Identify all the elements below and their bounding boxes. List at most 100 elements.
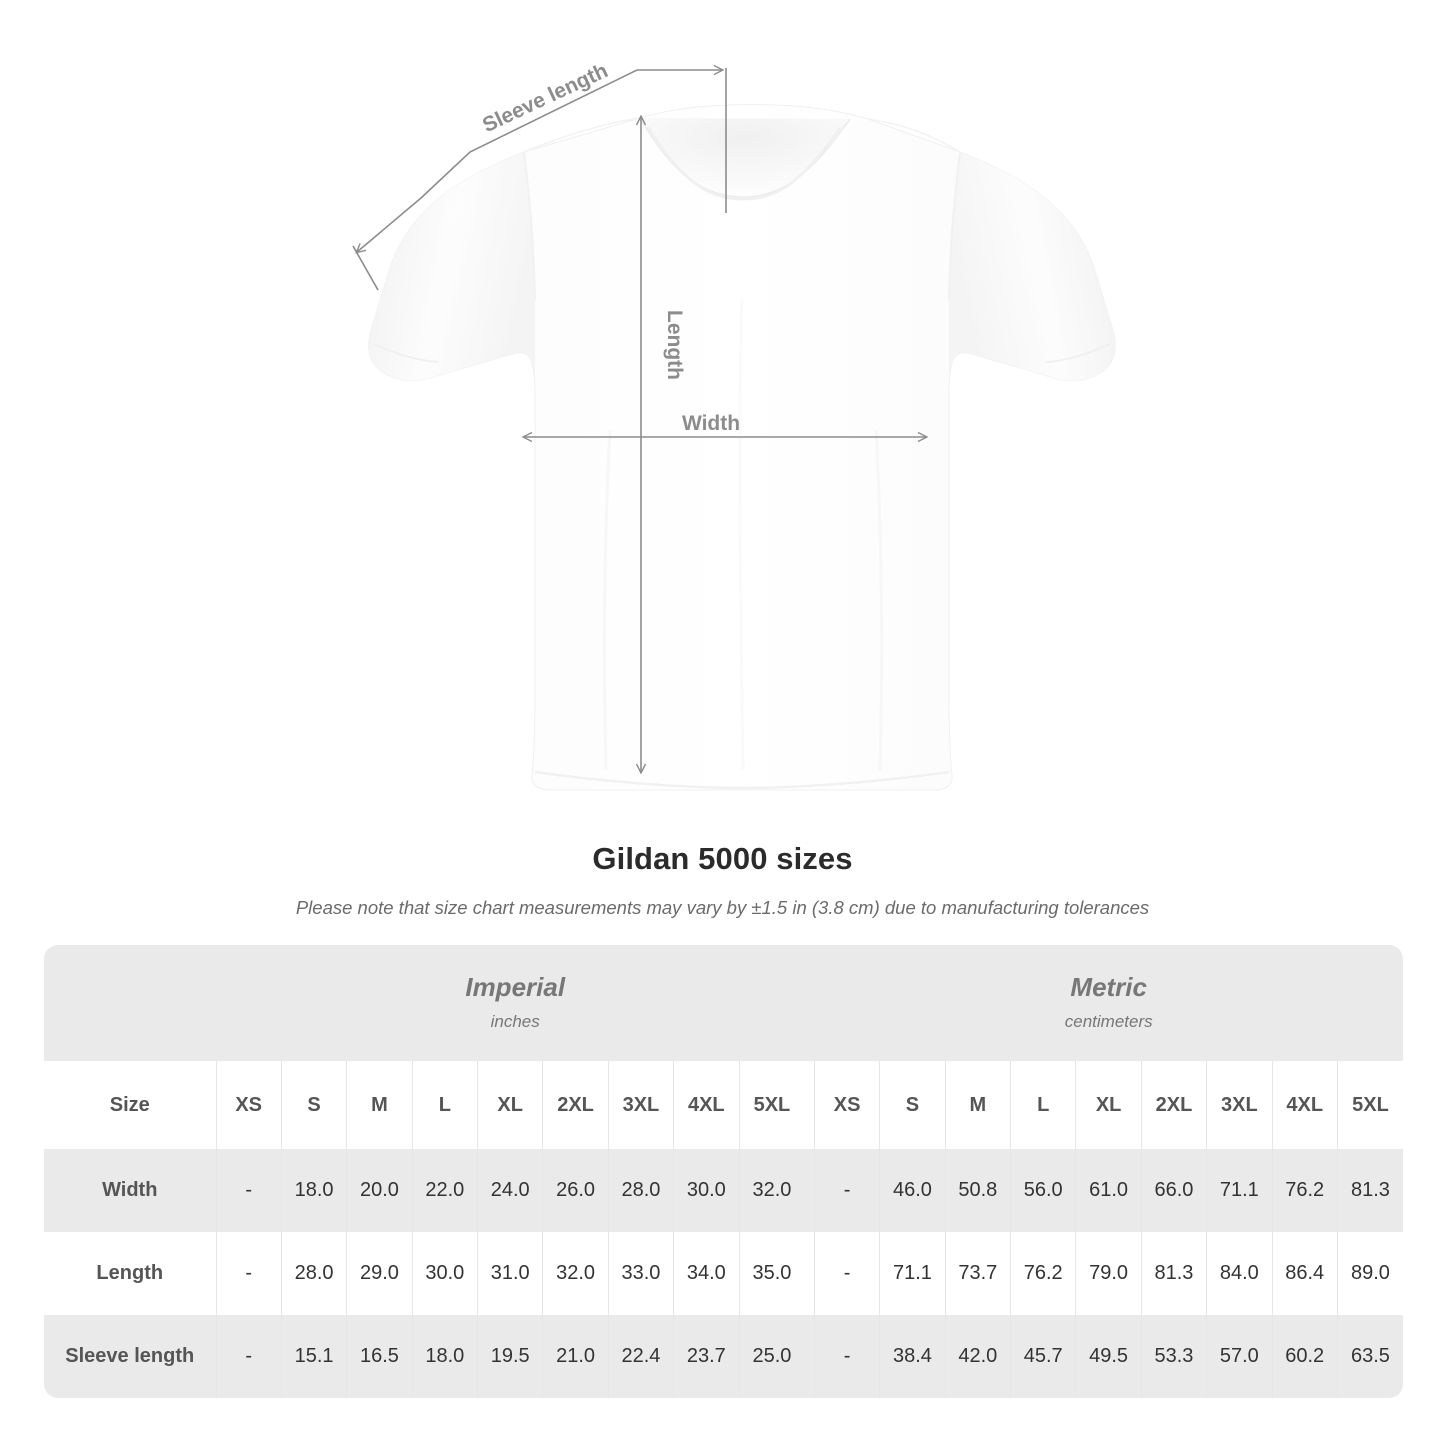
row-label-sleeve-length: Sleeve length <box>44 1315 216 1398</box>
size-header-metric-3xl: 3XL <box>1206 1061 1273 1149</box>
cell-imperial-m: 16.5 <box>346 1315 413 1398</box>
cell-imperial-3xl: 22.4 <box>607 1315 674 1398</box>
cell-metric-s: 71.1 <box>879 1232 946 1315</box>
cell-imperial-5xl: 32.0 <box>738 1149 805 1232</box>
cell-imperial-5xl: 35.0 <box>738 1232 805 1315</box>
tolerance-note: Please note that size chart measurements… <box>295 897 1150 918</box>
cell-imperial-3xl: 28.0 <box>607 1149 674 1232</box>
size-header-metric-2xl: 2XL <box>1140 1061 1207 1149</box>
width-label: Width <box>682 412 740 435</box>
cell-imperial-m: 20.0 <box>346 1149 413 1232</box>
table-row: Length -28.0 29.0 30.0 31.0 32.0 33.0 34.0 35.0-… <box>44 1232 1403 1315</box>
cell-imperial-l: 30.0 <box>411 1232 478 1315</box>
cell-imperial-4xl: 34.0 <box>673 1232 739 1315</box>
cell-imperial-2xl: 26.0 <box>542 1149 609 1232</box>
cell-metric-xl: 49.5 <box>1075 1315 1142 1398</box>
cell-metric-s: 38.4 <box>879 1315 946 1398</box>
size-header-imperial-5xl: 5XL <box>738 1061 805 1149</box>
size-header-metric-m: M <box>944 1061 1011 1149</box>
cell-metric-4xl: 86.4 <box>1271 1232 1338 1315</box>
cell-metric-5xl: 81.3 <box>1336 1149 1403 1232</box>
cell-imperial-xs: - <box>215 1232 282 1315</box>
cell-metric-xl: 61.0 <box>1075 1149 1142 1232</box>
unit-name: Imperial <box>465 972 566 1002</box>
section-divider <box>804 1061 815 1149</box>
section-divider <box>804 1315 815 1398</box>
shirt-silhouette <box>368 104 1116 791</box>
size-header-metric-4xl: 4XL <box>1271 1061 1338 1149</box>
chart-header: Gildan 5000 sizes Please note that size … <box>0 840 1445 920</box>
unit-subtitle: inches <box>490 1012 540 1031</box>
cell-metric-l: 56.0 <box>1010 1149 1076 1232</box>
cell-imperial-s: 18.0 <box>280 1149 347 1232</box>
size-header-metric-xs: XS <box>813 1061 880 1149</box>
unit-banner-blank <box>44 945 216 1061</box>
unit-banner-row: Imperial inches Metric centimeters <box>44 945 1403 1061</box>
cell-metric-5xl: 89.0 <box>1336 1232 1403 1315</box>
cell-metric-m: 50.8 <box>944 1149 1011 1232</box>
size-chart-table-container: Imperial inches Metric centimeters Size XS S M L… <box>44 945 1403 1398</box>
cell-imperial-xs: - <box>215 1315 282 1398</box>
unit-subtitle: centimeters <box>1064 1012 1153 1031</box>
cell-imperial-l: 22.0 <box>411 1149 478 1232</box>
unit-banner-metric: Metric centimeters <box>814 945 1403 1061</box>
size-header-metric-s: S <box>879 1061 946 1149</box>
sleeve-length-label: Sleeve length <box>479 59 611 137</box>
cell-imperial-s: 15.1 <box>280 1315 347 1398</box>
cell-metric-3xl: 57.0 <box>1206 1315 1273 1398</box>
cell-imperial-xl: 24.0 <box>476 1149 543 1232</box>
cell-metric-4xl: 76.2 <box>1271 1149 1338 1232</box>
cell-imperial-xl: 31.0 <box>476 1232 543 1315</box>
size-header-metric-5xl: 5XL <box>1336 1061 1403 1149</box>
size-header-imperial-xs: XS <box>215 1061 282 1149</box>
cell-imperial-4xl: 30.0 <box>673 1149 739 1232</box>
size-header-imperial-4xl: 4XL <box>673 1061 739 1149</box>
page-title: Gildan 5000 sizes <box>592 841 853 876</box>
cell-metric-s: 46.0 <box>879 1149 946 1232</box>
cell-metric-4xl: 60.2 <box>1271 1315 1338 1398</box>
cell-metric-l: 76.2 <box>1010 1232 1076 1315</box>
section-divider <box>804 1149 815 1232</box>
unit-name: Metric <box>1070 972 1147 1002</box>
size-header-imperial-xl: XL <box>476 1061 543 1149</box>
size-header-metric-l: L <box>1010 1061 1076 1149</box>
tshirt-illustration: Sleeve length Length Width <box>352 59 1116 791</box>
cell-imperial-5xl: 25.0 <box>738 1315 805 1398</box>
unit-banner-imperial: Imperial inches <box>216 945 815 1061</box>
size-header-imperial-m: M <box>346 1061 413 1149</box>
table-row: Sleeve length -15.1 16.5 18.0 19.5 21.0 22.4 23… <box>44 1315 1403 1398</box>
cell-metric-xs: - <box>813 1149 880 1232</box>
cell-metric-l: 45.7 <box>1010 1315 1076 1398</box>
row-label-width: Width <box>44 1149 216 1232</box>
length-label: Length <box>663 310 686 380</box>
cell-imperial-xl: 19.5 <box>476 1315 543 1398</box>
cell-imperial-4xl: 23.7 <box>673 1315 739 1398</box>
cell-metric-2xl: 66.0 <box>1140 1149 1207 1232</box>
size-header-imperial-3xl: 3XL <box>607 1061 674 1149</box>
size-header-imperial-s: S <box>280 1061 347 1149</box>
sleeve-length-measure <box>352 68 727 291</box>
cell-metric-3xl: 84.0 <box>1206 1232 1273 1315</box>
row-label-length: Length <box>44 1232 216 1315</box>
cell-imperial-xs: - <box>215 1149 282 1232</box>
size-header-row: Size XS S M L XL 2XL 3XL 4XL 5XL XS S M L XL 2XL 3XL 4XL 5… <box>44 1061 1403 1149</box>
cell-metric-xl: 79.0 <box>1075 1232 1142 1315</box>
cell-metric-xs: - <box>813 1232 880 1315</box>
size-header-imperial-2xl: 2XL <box>542 1061 609 1149</box>
table-row: Width -18.0 20.0 22.0 24.0 26.0 28.0 30.0 32.0-4… <box>44 1149 1403 1232</box>
size-column-header: Size <box>44 1061 216 1149</box>
size-header-metric-xl: XL <box>1075 1061 1142 1149</box>
size-header-imperial-l: L <box>411 1061 478 1149</box>
section-divider <box>804 1232 815 1315</box>
cell-metric-m: 42.0 <box>944 1315 1011 1398</box>
cell-metric-3xl: 71.1 <box>1206 1149 1273 1232</box>
cell-metric-m: 73.7 <box>944 1232 1011 1315</box>
cell-metric-xs: - <box>813 1315 880 1398</box>
tshirt-measurement-diagram: Sleeve length Length Width <box>352 59 1116 791</box>
cell-metric-2xl: 81.3 <box>1140 1232 1207 1315</box>
cell-imperial-l: 18.0 <box>411 1315 478 1398</box>
cell-imperial-2xl: 32.0 <box>542 1232 609 1315</box>
cell-metric-2xl: 53.3 <box>1140 1315 1207 1398</box>
cell-imperial-2xl: 21.0 <box>542 1315 609 1398</box>
cell-imperial-s: 28.0 <box>280 1232 347 1315</box>
